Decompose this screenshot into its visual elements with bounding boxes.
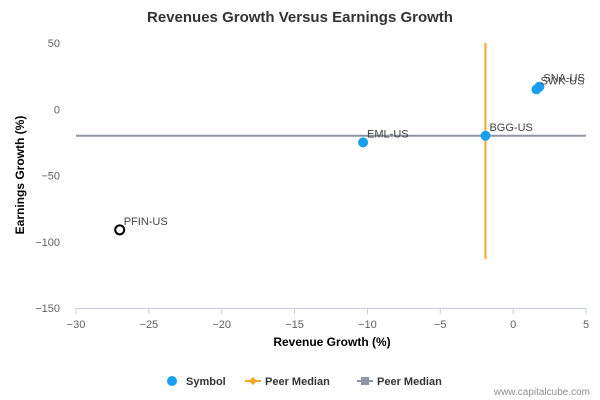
peer-median-lines	[76, 43, 586, 259]
legend-label: Peer Median	[265, 376, 330, 388]
x-axis-ticks: −30 −25 −20 −15 −10 −5 0 5	[67, 308, 589, 331]
x-tick-label: 0	[510, 319, 516, 331]
y-tick-label: −100	[35, 237, 60, 249]
y-axis-title: Earnings Growth (%)	[13, 116, 27, 235]
x-tick-label: −20	[212, 319, 231, 331]
legend-label: Peer Median	[377, 376, 442, 388]
y-tick-label: −50	[41, 171, 60, 183]
legend: Symbol Peer Median Peer Median	[167, 376, 442, 388]
y-axis-ticks: 50 0 −50 −100 −150	[35, 38, 60, 315]
x-tick-label: −15	[285, 319, 304, 331]
legend-item-2: Peer Median	[245, 376, 330, 388]
point-label-swk-us: SWK-US	[540, 75, 584, 87]
y-tick-label: 0	[54, 104, 60, 116]
x-tick-label: 5	[583, 319, 589, 331]
x-tick-label: −25	[140, 319, 159, 331]
point-label-bgg-us: BGG-US	[489, 122, 532, 134]
point-bgg-us	[480, 130, 491, 141]
legend-item-3: Peer Median	[357, 376, 442, 388]
x-axis-title: Revenue Growth (%)	[273, 335, 390, 349]
point-pfin-us	[114, 224, 126, 236]
legend-item-1: Symbol	[167, 376, 226, 388]
x-tick-label: −30	[67, 319, 86, 331]
legend-square-marker	[361, 377, 369, 385]
y-tick-label: 50	[48, 38, 60, 50]
chart-title: Revenues Growth Versus Earnings Growth	[147, 9, 453, 26]
point-eml-us	[358, 137, 369, 148]
point-label-eml-us: EML-US	[367, 128, 409, 140]
point-label-sna-us: SNA-US	[543, 73, 585, 85]
credit-text: www.capitalcube.com	[493, 387, 590, 398]
legend-label: Symbol	[186, 376, 226, 388]
y-tick-label: −150	[35, 303, 60, 315]
x-tick-label: −5	[434, 319, 447, 331]
point-swk-us	[531, 84, 542, 95]
x-tick-label: −10	[358, 319, 377, 331]
legend-diamond-marker	[249, 377, 257, 385]
legend-circle-marker	[167, 376, 177, 386]
point-label-pfin-us: PFIN-US	[124, 216, 168, 228]
